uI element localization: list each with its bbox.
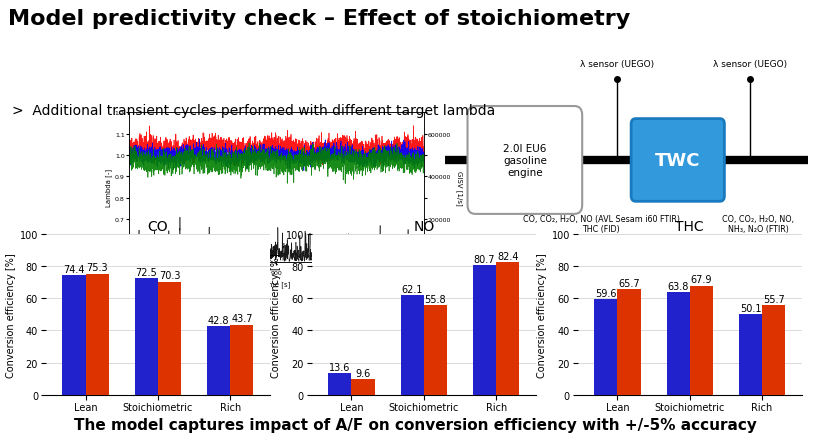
Text: 13.6: 13.6	[329, 362, 351, 372]
Bar	[666, 293, 690, 395]
Text: 50.1: 50.1	[740, 303, 761, 313]
Title: NO: NO	[413, 219, 435, 233]
Lambda (Rich)	[413, 162, 423, 168]
Text: 74.4: 74.4	[63, 264, 85, 274]
Legend: exp, sim: exp, sim	[113, 433, 203, 434]
Lambda (Lean)	[409, 124, 419, 129]
Bar	[762, 306, 785, 395]
Bar	[401, 295, 424, 395]
Lambda (Stoichiometric)	[250, 158, 260, 164]
Bar	[424, 306, 447, 395]
Lambda (Rich)	[381, 149, 391, 154]
Lambda (Rich)	[237, 155, 247, 161]
Text: 70.3: 70.3	[159, 271, 180, 281]
Text: 43.7: 43.7	[231, 313, 253, 323]
Legend: Lambda (Lean), Lambda (Stoichiometric), Lambda (Rich): Lambda (Lean), Lambda (Stoichiometric), …	[131, 238, 214, 260]
Bar	[496, 263, 519, 395]
Lambda (Lean)	[124, 144, 134, 149]
Lambda (Stoichiometric)	[413, 154, 423, 159]
Legend: exp, sim: exp, sim	[379, 433, 469, 434]
Text: >  Additional transient cycles performed with different target lambda: > Additional transient cycles performed …	[12, 104, 496, 118]
Text: TWC: TWC	[655, 151, 701, 170]
Text: 67.9: 67.9	[691, 275, 712, 285]
Bar	[617, 289, 641, 395]
Bar	[62, 276, 86, 395]
Line: Lambda (Rich): Lambda (Rich)	[129, 144, 424, 184]
Bar	[473, 265, 496, 395]
Lambda (Rich)	[157, 162, 167, 167]
Lambda (Stoichiometric)	[157, 159, 167, 164]
Lambda (Stoichiometric)	[194, 137, 204, 142]
Text: 9.6: 9.6	[356, 368, 371, 378]
Title: CO: CO	[148, 219, 168, 233]
Y-axis label: Conversion efficiency [%]: Conversion efficiency [%]	[272, 253, 282, 377]
Lambda (Rich)	[250, 150, 260, 155]
Text: 72.5: 72.5	[135, 267, 157, 277]
X-axis label: Time [s]: Time [s]	[262, 281, 291, 287]
Lambda (Stoichiometric)	[124, 159, 134, 164]
Lambda (Stoichiometric)	[293, 169, 303, 174]
Text: Model predictivity check – Effect of stoichiometry: Model predictivity check – Effect of sto…	[8, 9, 631, 29]
Text: 82.4: 82.4	[497, 251, 519, 261]
Bar	[739, 315, 762, 395]
Lambda (Rich)	[175, 160, 185, 165]
Text: λ sensor (UEGO): λ sensor (UEGO)	[713, 59, 788, 69]
Title: THC: THC	[676, 219, 704, 233]
Text: 80.7: 80.7	[474, 254, 495, 264]
Bar	[230, 325, 253, 395]
Text: The model captures impact of A/F on conversion efficiency with +/-5% accuracy: The model captures impact of A/F on conv…	[74, 417, 757, 432]
Text: 63.8: 63.8	[667, 281, 689, 291]
Line: Lambda (Stoichiometric): Lambda (Stoichiometric)	[129, 140, 424, 171]
Text: 55.7: 55.7	[763, 294, 784, 304]
Text: 75.3: 75.3	[86, 263, 108, 273]
Text: 59.6: 59.6	[595, 288, 617, 298]
Text: λ sensor (UEGO): λ sensor (UEGO)	[579, 59, 654, 69]
Bar	[594, 299, 617, 395]
Lambda (Rich)	[124, 164, 134, 169]
Lambda (Stoichiometric)	[419, 160, 429, 165]
Lambda (Lean)	[237, 160, 247, 165]
Y-axis label: Lambda [-]: Lambda [-]	[106, 169, 112, 207]
Bar	[158, 282, 181, 395]
Lambda (Lean)	[175, 158, 185, 163]
Lambda (Rich)	[419, 157, 429, 162]
Text: 55.8: 55.8	[425, 294, 446, 304]
Bar	[207, 326, 230, 395]
Y-axis label: GISV [1/s]: GISV [1/s]	[455, 171, 463, 205]
Lambda (Lean)	[419, 148, 429, 153]
FancyBboxPatch shape	[468, 107, 583, 214]
Lambda (Stoichiometric)	[237, 150, 247, 155]
Lambda (Lean)	[232, 164, 242, 169]
FancyBboxPatch shape	[631, 119, 725, 202]
Bar	[135, 279, 158, 395]
Y-axis label: Conversion efficiency [%]: Conversion efficiency [%]	[6, 253, 16, 377]
Text: 65.7: 65.7	[618, 278, 640, 288]
Bar	[86, 274, 109, 395]
Y-axis label: Conversion efficiency [%]: Conversion efficiency [%]	[538, 253, 548, 377]
Lambda (Lean)	[250, 148, 260, 154]
Text: CO, CO₂, H₂O, NO (AVL Sesam i60 FTIR)
THC (FID): CO, CO₂, H₂O, NO (AVL Sesam i60 FTIR) TH…	[523, 214, 680, 234]
Lambda (Rich)	[340, 181, 350, 187]
Line: Lambda (Lean): Lambda (Lean)	[129, 126, 424, 166]
Text: 42.8: 42.8	[208, 315, 229, 325]
Text: 62.1: 62.1	[401, 284, 423, 294]
Lambda (Lean)	[157, 145, 167, 151]
Lambda (Lean)	[413, 142, 423, 147]
Lambda (Rich)	[244, 141, 254, 146]
Text: 2.0l EU6
gasoline
engine: 2.0l EU6 gasoline engine	[503, 144, 547, 177]
Lambda (Lean)	[381, 145, 391, 150]
Text: CO, CO₂, H₂O, NO,
NH₃, N₂O (FTIR)
THC (FID)
O₂ (PMD): CO, CO₂, H₂O, NO, NH₃, N₂O (FTIR) THC (F…	[722, 214, 794, 254]
Bar	[328, 373, 352, 395]
Legend: exp, sim: exp, sim	[645, 433, 735, 434]
Bar	[352, 379, 375, 395]
Bar	[690, 286, 713, 395]
Lambda (Stoichiometric)	[175, 151, 185, 157]
Lambda (Stoichiometric)	[381, 152, 391, 158]
